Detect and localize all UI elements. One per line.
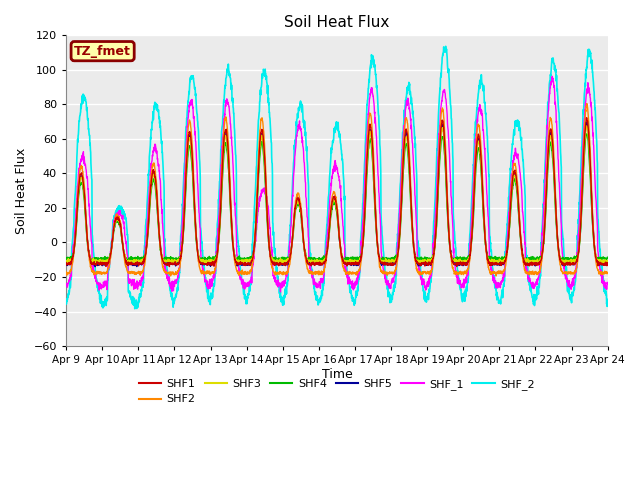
SHF2	[62, 268, 70, 274]
SHF5	[210, 263, 218, 268]
SHF_1	[399, 145, 406, 151]
SHF3	[200, 262, 208, 267]
SHF_1	[210, 276, 218, 281]
SHF1	[163, 261, 171, 266]
SHF_1	[498, 278, 506, 284]
Line: SHF1: SHF1	[66, 118, 608, 266]
Line: SHF4: SHF4	[66, 134, 608, 264]
Title: Soil Heat Flux: Soil Heat Flux	[284, 15, 390, 30]
SHF3	[580, 150, 588, 156]
SHF2	[492, 273, 500, 279]
SHF_2	[498, 291, 506, 297]
SHF3	[342, 258, 350, 264]
SHF5	[583, 120, 591, 125]
SHF5	[342, 261, 350, 266]
SHF1	[399, 172, 406, 178]
SHF3	[604, 258, 612, 264]
Y-axis label: Soil Heat Flux: Soil Heat Flux	[15, 147, 28, 234]
SHF_1	[276, 289, 284, 295]
SHF1	[604, 260, 612, 266]
SHF4	[583, 131, 591, 137]
SHF4	[342, 255, 350, 261]
SHF3	[62, 258, 70, 264]
SHF_1	[163, 269, 171, 275]
SHF1	[210, 264, 218, 269]
SHF3	[399, 176, 406, 181]
SHF_1	[342, 267, 350, 273]
SHF2	[342, 270, 349, 276]
SHF_1	[62, 282, 70, 288]
SHF5	[498, 259, 506, 265]
SHF1	[580, 143, 588, 148]
SHF3	[210, 259, 218, 264]
SHF3	[583, 123, 591, 129]
SHF4	[604, 255, 612, 261]
SHF2	[583, 101, 591, 107]
SHF4	[498, 257, 506, 263]
SHF2	[399, 165, 406, 170]
Line: SHF_2: SHF_2	[66, 46, 608, 309]
Text: TZ_fmet: TZ_fmet	[74, 45, 131, 58]
SHF_1	[580, 116, 588, 121]
SHF_2	[580, 91, 588, 96]
SHF4	[210, 254, 218, 260]
Legend: SHF1, SHF2, SHF3, SHF4, SHF5, SHF_1, SHF_2: SHF1, SHF2, SHF3, SHF4, SHF5, SHF_1, SHF…	[134, 374, 540, 409]
SHF1	[583, 115, 591, 120]
Line: SHF5: SHF5	[66, 122, 608, 267]
SHF_1	[604, 280, 612, 286]
Line: SHF2: SHF2	[66, 104, 608, 276]
SHF3	[163, 258, 171, 264]
SHF4	[163, 254, 171, 260]
SHF5	[62, 260, 70, 265]
SHF_2	[131, 306, 139, 312]
SHF_1	[548, 73, 556, 79]
SHF4	[232, 261, 240, 266]
SHF5	[163, 262, 171, 267]
SHF4	[580, 156, 588, 162]
SHF2	[604, 270, 612, 276]
X-axis label: Time: Time	[321, 368, 352, 381]
SHF_2	[163, 268, 171, 274]
Line: SHF3: SHF3	[66, 126, 608, 264]
SHF2	[498, 269, 506, 275]
SHF1	[498, 261, 506, 266]
SHF_2	[342, 261, 350, 267]
SHF2	[210, 270, 218, 276]
SHF4	[399, 183, 406, 189]
SHF_2	[604, 302, 612, 308]
SHF1	[166, 264, 173, 269]
SHF1	[62, 260, 70, 265]
SHF4	[62, 256, 70, 262]
SHF5	[399, 173, 406, 179]
SHF3	[498, 258, 506, 264]
SHF5	[92, 264, 99, 270]
SHF1	[342, 262, 350, 267]
SHF_2	[399, 130, 406, 135]
SHF5	[604, 261, 612, 266]
Line: SHF_1: SHF_1	[66, 76, 608, 292]
SHF2	[163, 270, 171, 276]
SHF5	[580, 146, 588, 152]
SHF_2	[442, 43, 449, 49]
SHF_2	[210, 282, 218, 288]
SHF_2	[62, 298, 70, 303]
SHF2	[580, 131, 588, 137]
